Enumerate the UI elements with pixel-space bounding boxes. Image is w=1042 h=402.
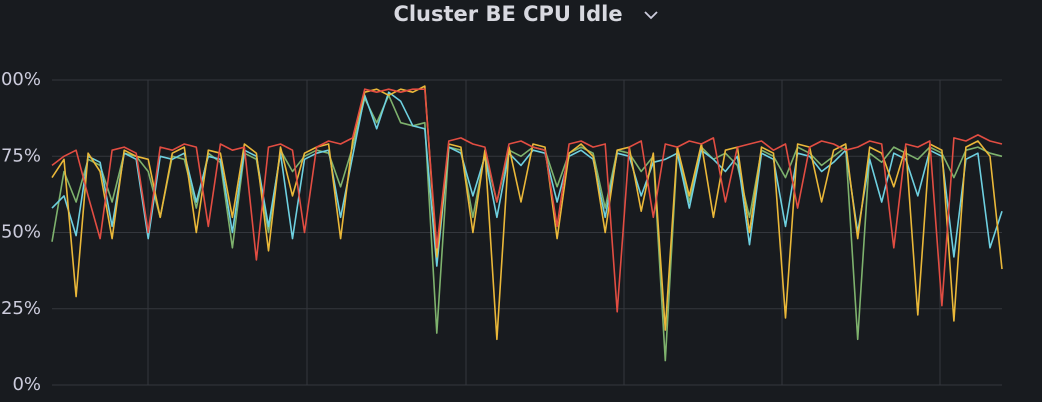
series-line [51,85,1003,341]
y-tick-label: 75% [1,145,41,166]
y-tick-label: 50% [1,222,41,243]
chart-title: Cluster BE CPU Idle [393,2,622,26]
series-line [51,88,1003,313]
y-tick-label: 25% [1,298,41,319]
title-menu-chevron[interactable] [644,11,658,20]
y-tick-label: 100% [0,69,41,90]
y-tick-label: 0% [12,374,41,395]
series-line [51,91,1003,267]
